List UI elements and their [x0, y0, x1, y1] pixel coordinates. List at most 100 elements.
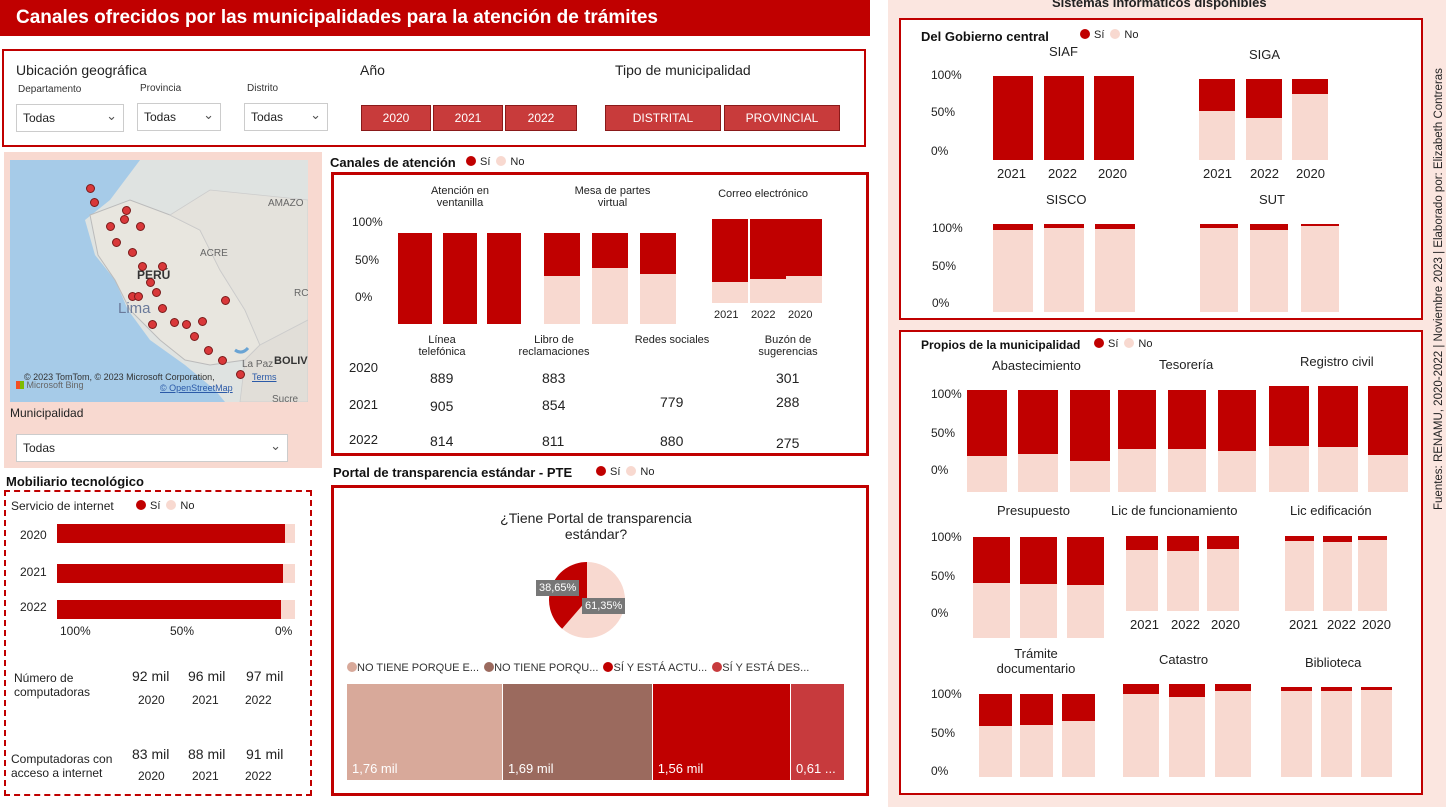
- map-marker[interactable]: [152, 288, 161, 297]
- map-marker[interactable]: [218, 356, 227, 365]
- system-bar-no[interactable]: [1018, 454, 1058, 492]
- system-bar-no[interactable]: [1020, 724, 1053, 777]
- map-marker[interactable]: [204, 346, 213, 355]
- map-marker[interactable]: [190, 332, 199, 341]
- map-marker[interactable]: [112, 238, 121, 247]
- year-button-2022[interactable]: 2022: [505, 105, 577, 131]
- system-bar-si[interactable]: [973, 537, 1010, 584]
- system-bar-no[interactable]: [1169, 697, 1205, 777]
- year-button-2020[interactable]: 2020: [361, 105, 431, 131]
- system-bar-no[interactable]: [1020, 584, 1057, 638]
- system-bar-no[interactable]: [1168, 449, 1206, 492]
- map-marker[interactable]: [198, 317, 207, 326]
- system-bar-no[interactable]: [979, 725, 1012, 777]
- system-bar-no[interactable]: [1215, 690, 1251, 777]
- system-bar-si[interactable]: [1044, 76, 1084, 160]
- map-marker[interactable]: [148, 320, 157, 329]
- system-bar-si[interactable]: [1067, 537, 1104, 586]
- canales-bar-no[interactable]: [786, 276, 822, 303]
- system-bar-si[interactable]: [1207, 536, 1239, 549]
- system-bar-no[interactable]: [1199, 110, 1235, 160]
- system-bar-no[interactable]: [1246, 117, 1282, 160]
- system-bar-no[interactable]: [1095, 229, 1135, 312]
- system-bar-no[interactable]: [1067, 585, 1104, 638]
- canales-bar-no[interactable]: [544, 275, 580, 324]
- map-marker[interactable]: [122, 206, 131, 215]
- system-bar-si[interactable]: [1250, 224, 1288, 231]
- servicio-bar-no[interactable]: [280, 600, 295, 619]
- system-bar-si[interactable]: [1167, 536, 1199, 551]
- system-bar-no[interactable]: [1250, 230, 1288, 312]
- map-marker[interactable]: [90, 198, 99, 207]
- system-bar-no[interactable]: [1126, 549, 1158, 611]
- system-bar-si[interactable]: [1018, 390, 1058, 455]
- system-bar-no[interactable]: [1285, 541, 1314, 611]
- system-bar-no[interactable]: [1323, 542, 1352, 611]
- treemap-tile[interactable]: 1,56 mil: [652, 684, 790, 780]
- terms-link[interactable]: Terms: [252, 372, 277, 382]
- system-bar-si[interactable]: [1281, 687, 1312, 691]
- system-bar-si[interactable]: [1368, 386, 1408, 455]
- system-bar-no[interactable]: [1361, 689, 1392, 777]
- canales-bar-si[interactable]: [750, 219, 786, 280]
- map-marker[interactable]: [128, 248, 137, 257]
- map-marker[interactable]: [120, 215, 129, 224]
- servicio-bar-no[interactable]: [285, 524, 295, 543]
- servicio-bar-si[interactable]: [57, 564, 284, 583]
- map-marker[interactable]: [158, 304, 167, 313]
- year-button-2021[interactable]: 2021: [433, 105, 503, 131]
- departamento-dropdown[interactable]: Todas ⌄: [16, 104, 124, 132]
- system-bar-si[interactable]: [1020, 694, 1053, 725]
- system-bar-si[interactable]: [1169, 684, 1205, 698]
- canales-bar-si[interactable]: [592, 233, 628, 268]
- map-marker[interactable]: [146, 278, 155, 287]
- canales-bar-no[interactable]: [712, 282, 748, 303]
- canales-bar-no[interactable]: [640, 273, 676, 324]
- system-bar-no[interactable]: [1358, 539, 1387, 611]
- distrito-dropdown[interactable]: Todas ⌄: [244, 103, 328, 131]
- map-marker[interactable]: [236, 370, 245, 379]
- treemap-tile[interactable]: 1,69 mil: [502, 684, 652, 780]
- map-marker[interactable]: [182, 320, 191, 329]
- system-bar-no[interactable]: [1269, 446, 1309, 492]
- system-bar-si[interactable]: [1269, 386, 1309, 447]
- map-marker[interactable]: [136, 222, 145, 231]
- system-bar-no[interactable]: [1200, 227, 1238, 312]
- servicio-bar-si[interactable]: [57, 600, 281, 619]
- system-bar-si[interactable]: [1020, 537, 1057, 585]
- canales-bar-no[interactable]: [750, 279, 786, 303]
- canales-bar-si[interactable]: [786, 219, 822, 277]
- canales-bar-si[interactable]: [544, 233, 580, 276]
- system-bar-si[interactable]: [1044, 224, 1084, 228]
- system-bar-si[interactable]: [1246, 79, 1282, 118]
- osm-link[interactable]: © OpenStreetMap: [160, 383, 233, 393]
- system-bar-no[interactable]: [1218, 451, 1256, 492]
- system-bar-si[interactable]: [1215, 684, 1251, 691]
- system-bar-no[interactable]: [1207, 548, 1239, 611]
- servicio-bar-no[interactable]: [283, 564, 295, 583]
- system-bar-si[interactable]: [1118, 390, 1156, 450]
- system-bar-si[interactable]: [979, 694, 1012, 726]
- system-bar-si[interactable]: [1200, 224, 1238, 228]
- system-bar-no[interactable]: [1321, 690, 1352, 777]
- map-marker[interactable]: [86, 184, 95, 193]
- tipo-button-provincial[interactable]: PROVINCIAL: [724, 105, 840, 131]
- system-bar-si[interactable]: [1285, 536, 1314, 542]
- system-bar-si[interactable]: [1126, 536, 1158, 550]
- system-bar-no[interactable]: [1070, 461, 1110, 492]
- system-bar-si[interactable]: [1168, 390, 1206, 450]
- system-bar-no[interactable]: [973, 583, 1010, 638]
- system-bar-no[interactable]: [1044, 227, 1084, 312]
- canales-bar-si[interactable]: [487, 233, 521, 324]
- system-bar-si[interactable]: [1123, 684, 1159, 695]
- treemap-tile[interactable]: 0,61 ...: [790, 684, 844, 780]
- system-bar-no[interactable]: [1062, 721, 1095, 777]
- system-bar-no[interactable]: [967, 456, 1007, 492]
- system-bar-si[interactable]: [1062, 694, 1095, 722]
- system-bar-si[interactable]: [1070, 390, 1110, 462]
- canales-bar-si[interactable]: [712, 219, 748, 282]
- provincia-dropdown[interactable]: Todas ⌄: [137, 103, 221, 131]
- map-marker[interactable]: [221, 296, 230, 305]
- system-bar-si[interactable]: [993, 224, 1033, 231]
- system-bar-si[interactable]: [1358, 536, 1387, 540]
